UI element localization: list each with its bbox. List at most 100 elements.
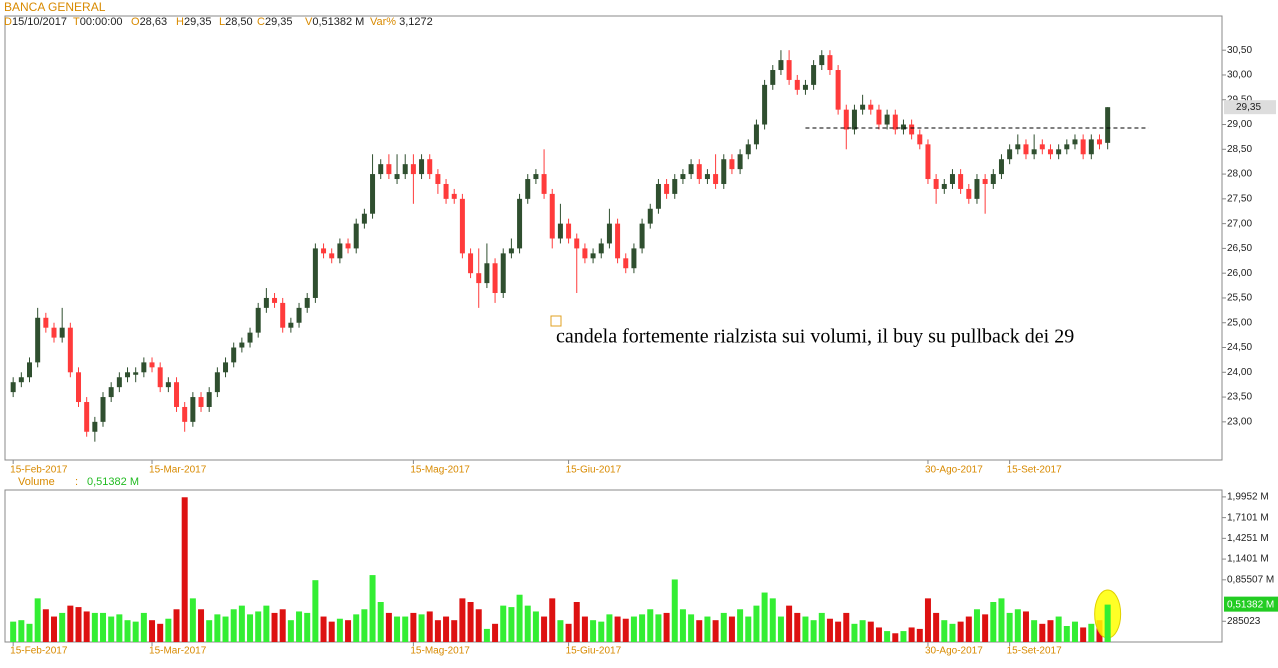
candle-body — [304, 297, 310, 308]
volume-bar — [100, 612, 107, 642]
price-panel — [4, 15, 1223, 461]
y-tick-label: 28,00 — [1227, 169, 1252, 180]
volume-bar — [361, 609, 368, 642]
volume-bar — [418, 614, 425, 642]
candle-body — [770, 70, 776, 85]
volume-bar — [688, 614, 695, 642]
candle-body — [876, 109, 882, 125]
candle-body — [900, 124, 906, 130]
candle-body — [1080, 139, 1086, 155]
volume-bar — [467, 602, 474, 642]
volume-bar — [826, 618, 833, 642]
volume-bar — [777, 616, 784, 642]
candle-body — [794, 79, 800, 90]
volume-bar — [843, 612, 850, 642]
y-tick-label: 25,00 — [1227, 317, 1252, 328]
candle-body — [165, 382, 171, 388]
volume-bar — [1014, 609, 1021, 642]
candle-body — [917, 134, 923, 145]
volume-bar — [884, 631, 891, 642]
x-tick-label: 15-Set-2017 — [1007, 465, 1062, 476]
volume-bar — [18, 620, 25, 642]
x-tick-label: 15-Mar-2017 — [149, 465, 207, 476]
volume-bar — [26, 623, 33, 642]
volume-bar — [1071, 621, 1078, 642]
volume-bar — [671, 579, 678, 642]
candle-body — [345, 243, 351, 249]
volume-bar — [802, 616, 809, 642]
volume-bar — [581, 616, 588, 642]
volume-sep: : — [75, 476, 78, 488]
candle-body — [827, 55, 833, 71]
volume-bar — [492, 623, 499, 642]
volume-tick-label: 1,1401 M — [1227, 554, 1269, 565]
candle-body — [27, 362, 33, 378]
candle-body — [1039, 144, 1045, 150]
volume-bar — [198, 609, 205, 642]
volume-bar — [336, 618, 343, 642]
volume-bar — [271, 612, 278, 642]
volume-bar — [524, 605, 531, 642]
volume-bar — [753, 605, 760, 642]
volume-bar — [75, 607, 82, 642]
candle-body — [76, 372, 82, 403]
y-tick-label: 25,50 — [1227, 293, 1252, 304]
volume-bar — [598, 621, 605, 642]
candle-body — [802, 84, 808, 90]
candle-body — [1096, 139, 1102, 145]
candle-body — [721, 159, 727, 184]
volume-bar — [1088, 623, 1095, 642]
candle-body — [549, 193, 555, 239]
info-value: 15/10/2017 — [12, 16, 67, 28]
candle-body — [10, 382, 16, 393]
volume-bar — [851, 623, 858, 642]
y-tick-label: 24,50 — [1227, 342, 1252, 353]
candle-body — [606, 223, 612, 244]
candle-body — [1056, 149, 1062, 155]
candle-body — [533, 174, 539, 180]
volume-bar — [916, 628, 923, 642]
volume-bar — [573, 602, 580, 642]
annotation: candela fortemente rialzista sui volumi,… — [556, 326, 1074, 348]
candle-body — [84, 402, 90, 432]
y-tick-label: 26,50 — [1227, 243, 1252, 254]
chart-title: BANCA GENERAL — [4, 0, 106, 14]
candle-body — [647, 208, 653, 224]
volume-bar — [973, 609, 980, 642]
last-price-box — [1224, 100, 1276, 115]
candle-body — [508, 248, 514, 254]
candle-body — [476, 273, 482, 284]
x-tick-label: 15-Mag-2017 — [410, 465, 470, 476]
volume-bar — [647, 609, 654, 642]
volume-bar — [181, 497, 188, 642]
volume-bar — [622, 618, 629, 642]
candle-body — [51, 327, 57, 338]
candle-body — [108, 387, 114, 398]
candle-body — [141, 362, 147, 373]
candle-body — [574, 238, 580, 249]
volume-bar — [1080, 627, 1087, 642]
candle-body — [1047, 149, 1053, 155]
volume-bar — [737, 609, 744, 642]
info-item: D15/10/2017 — [4, 16, 67, 28]
y-tick-label: 26,00 — [1227, 268, 1252, 279]
candle-body — [729, 159, 735, 170]
volume-bar — [549, 598, 556, 642]
volume-bar — [328, 621, 335, 642]
x-tick-label: 15-Mar-2017 — [149, 646, 207, 657]
candle-body — [419, 159, 425, 175]
candle-body — [623, 258, 629, 269]
volume-bar — [51, 616, 58, 642]
volume-bar — [434, 620, 441, 642]
volume-bar — [590, 620, 597, 642]
volume-bar — [279, 609, 286, 642]
volume-bar — [394, 616, 401, 642]
candle-body — [321, 248, 327, 254]
volume-bar — [663, 612, 670, 642]
volume-bar — [312, 580, 319, 642]
candle-body — [206, 392, 212, 407]
volume-tick-label: 0,85507 M — [1227, 574, 1274, 585]
candle-body — [427, 159, 433, 175]
candle-body — [451, 193, 457, 199]
annotation-marker — [550, 315, 562, 327]
